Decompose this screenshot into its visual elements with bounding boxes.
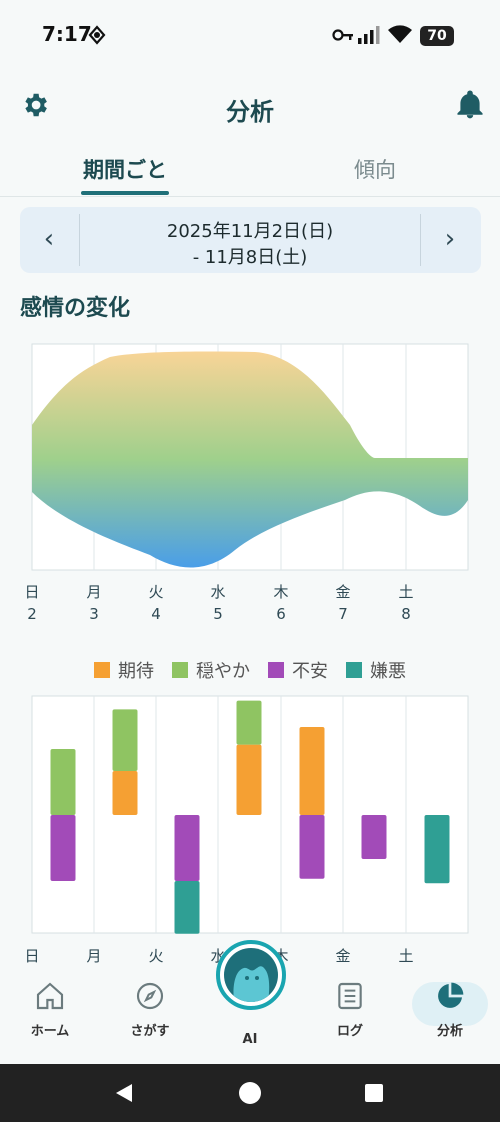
- bar-土-嫌悪: [424, 815, 450, 884]
- stream-date-label: 2: [27, 605, 37, 623]
- gear-icon[interactable]: [20, 90, 50, 120]
- stream-weekday-label: 金: [335, 583, 350, 601]
- active-tab-indicator: [81, 191, 169, 195]
- bell-icon[interactable]: [454, 88, 486, 122]
- nav-label: さがす: [130, 1024, 170, 1039]
- bar-日-不安: [50, 815, 76, 881]
- key-icon: [332, 29, 353, 41]
- legend-label: 不安: [292, 661, 328, 682]
- battery-icon: 70: [420, 26, 454, 46]
- nav-ai-label-wrap: AI: [200, 1028, 300, 1047]
- tab-divider: [0, 196, 500, 197]
- bar-火-不安: [174, 815, 200, 881]
- nav-label: ログ: [336, 1024, 363, 1039]
- ai-mascot-icon: [224, 948, 278, 1002]
- page-title: 分析: [226, 98, 274, 126]
- nav-search[interactable]: さがす: [100, 980, 200, 1039]
- bar-木-不安: [299, 815, 325, 879]
- legend-item-calm: 穏やか: [172, 657, 250, 683]
- emotion-stream-chart: 日 2 月 3 火 4 水 5 木 6 金 7 土 8: [24, 343, 469, 623]
- date-range-start: 2025年11月2日(日): [166, 221, 334, 242]
- stream-date-label: 3: [89, 605, 99, 623]
- stream-weekday-label: 木: [273, 583, 288, 601]
- legend-swatch: [172, 662, 188, 678]
- recents-icon[interactable]: [364, 1083, 384, 1103]
- wifi-icon: [388, 25, 412, 43]
- date-divider-left: [79, 214, 80, 266]
- legend-swatch: [94, 662, 110, 678]
- stream-weekday-label: 火: [148, 583, 163, 601]
- legend-item-anticipation: 期待: [94, 657, 154, 683]
- section-title: 感情の変化: [20, 296, 131, 321]
- bar-gridlines: [93, 696, 407, 933]
- legend-label: 期待: [118, 661, 154, 682]
- home-icon: [36, 982, 64, 1010]
- list-icon: [338, 982, 362, 1010]
- legend-item-disgust: 嫌悪: [346, 657, 406, 683]
- home-circle-icon[interactable]: [238, 1081, 262, 1105]
- stream-date-label: 7: [338, 605, 348, 623]
- status-time: 7:17: [42, 22, 92, 46]
- tab-trend[interactable]: 傾向: [354, 158, 396, 182]
- stream-date-label: 5: [213, 605, 223, 623]
- stream-weekday-label: 水: [210, 583, 225, 601]
- nav-label: ホーム: [30, 1024, 70, 1039]
- date-divider-right: [420, 214, 421, 266]
- nav-log[interactable]: ログ: [300, 980, 400, 1039]
- date-range-end: - 11月8日(土): [192, 247, 308, 268]
- legend-label: 穏やか: [196, 661, 250, 682]
- legend-item-anxiety: 不安: [268, 657, 328, 683]
- nav-label: AI: [242, 1032, 258, 1047]
- back-icon[interactable]: [113, 1082, 135, 1104]
- legend-label: 嫌悪: [370, 661, 406, 682]
- bar-x-tick-label: 土: [398, 947, 413, 965]
- chart-legend: 期待 穏やか 不安 嫌悪: [0, 657, 500, 683]
- chevron-left-icon[interactable]: ‹: [43, 224, 55, 254]
- emotion-stream-area: [32, 351, 468, 568]
- legend-swatch: [268, 662, 284, 678]
- bar-金-不安: [361, 815, 387, 859]
- stream-date-label: 6: [276, 605, 286, 623]
- date-range-selector: [20, 207, 481, 273]
- bar-水-期待: [236, 744, 262, 815]
- bar-x-tick-label: 月: [86, 947, 101, 965]
- signal-icon: [358, 26, 380, 44]
- stream-date-label: 4: [151, 605, 161, 623]
- stream-weekday-label: 土: [398, 583, 413, 601]
- nav-label: 分析: [436, 1024, 463, 1039]
- legend-swatch: [346, 662, 362, 678]
- emotion-bar-chart: 日月火水木金土: [24, 695, 469, 965]
- pie-chart-icon: [438, 982, 464, 1008]
- stream-weekday-label: 月: [86, 583, 101, 601]
- notification-app-icon: [88, 25, 106, 45]
- bar-火-嫌悪: [174, 881, 200, 934]
- bar-月-穏やか: [112, 709, 138, 771]
- chevron-right-icon[interactable]: ›: [444, 224, 456, 254]
- bar-日-穏やか: [50, 749, 76, 815]
- stream-weekday-label: 日: [24, 583, 39, 601]
- compass-icon: [136, 982, 164, 1010]
- nav-analysis[interactable]: 分析: [400, 980, 500, 1039]
- bar-木-期待: [299, 727, 325, 815]
- stream-date-label: 8: [401, 605, 411, 623]
- bar-x-tick-label: 火: [148, 947, 163, 965]
- bar-水-穏やか: [236, 700, 262, 745]
- nav-home[interactable]: ホーム: [0, 980, 100, 1039]
- bar-x-tick-label: 金: [335, 947, 350, 965]
- bar-月-期待: [112, 771, 138, 815]
- bar-x-tick-label: 日: [24, 947, 39, 965]
- tab-period[interactable]: 期間ごと: [83, 158, 167, 182]
